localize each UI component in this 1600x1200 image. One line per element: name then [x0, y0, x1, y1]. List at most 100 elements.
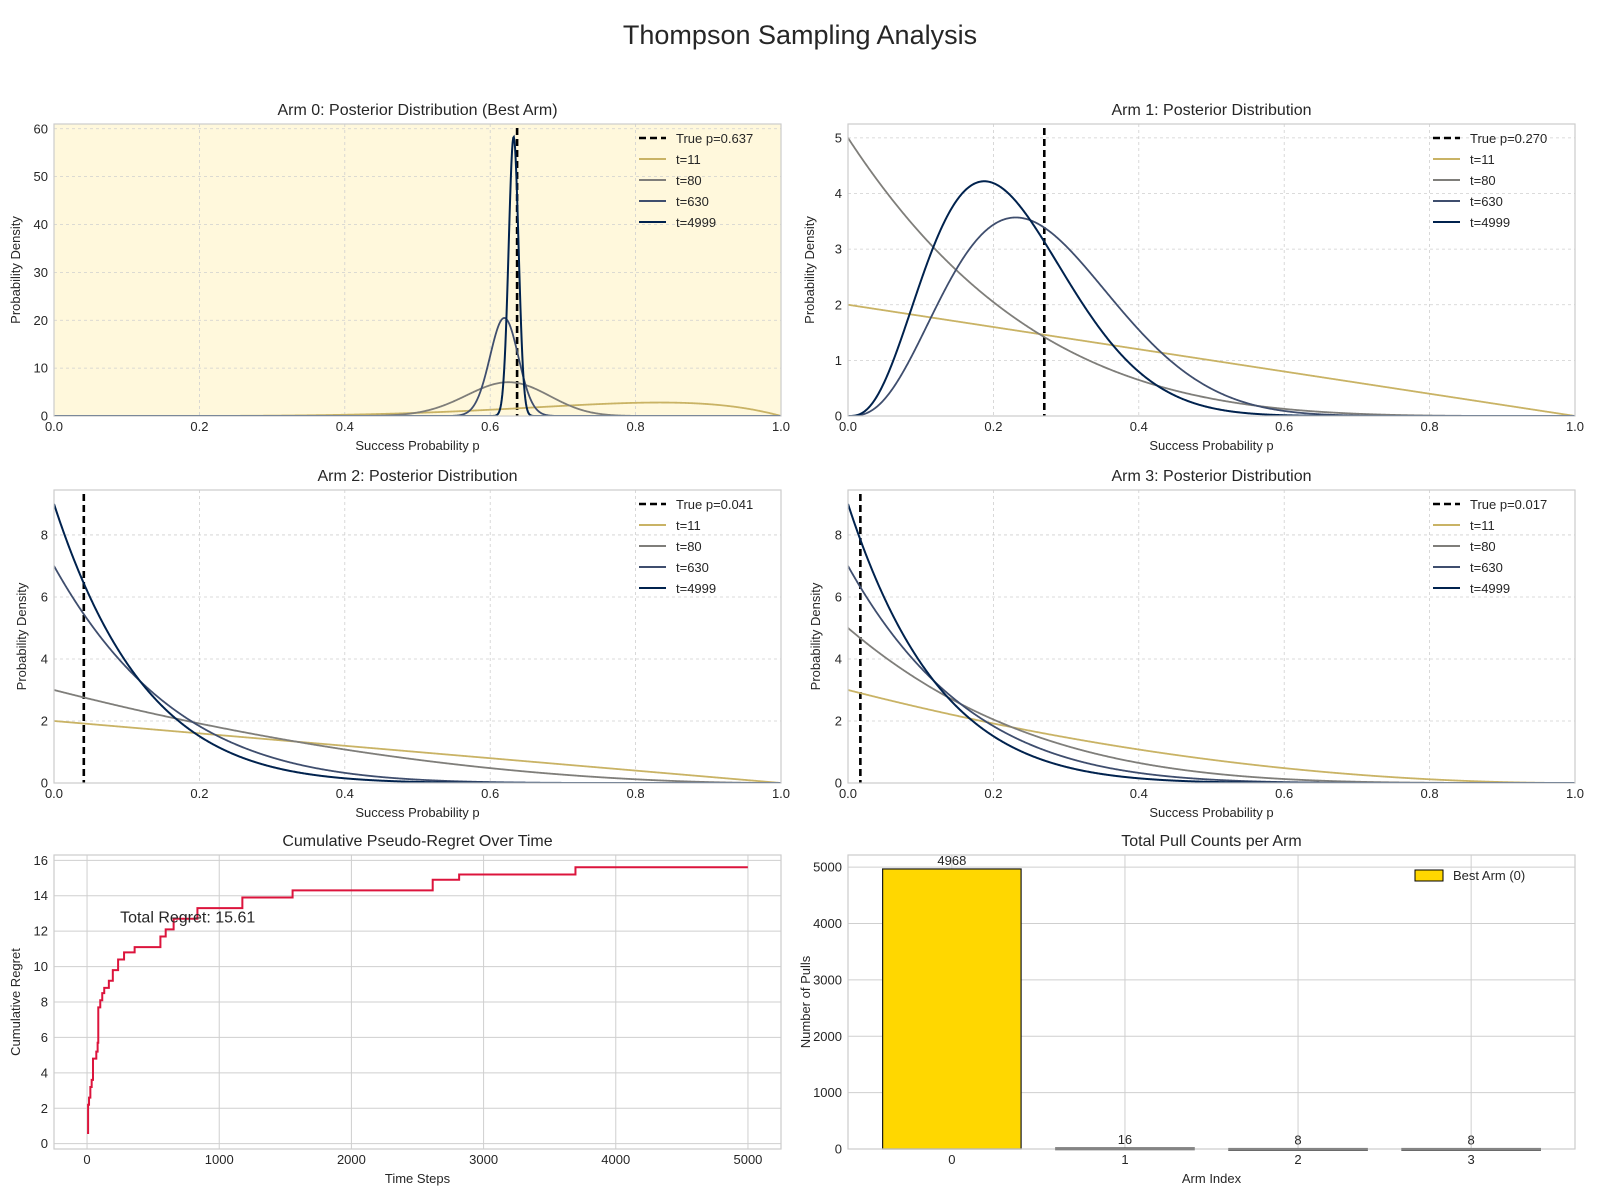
- regret-step-line: [87, 866, 748, 1135]
- legend-label: t=80: [1470, 173, 1496, 188]
- panel-pulls: 0 1000 2000 3000 4000 5000 Total Pull Counts p…: [798, 833, 1576, 1186]
- x-tick-label: 3: [1468, 1152, 1475, 1167]
- x-axis-label: Arm Index: [1182, 1171, 1242, 1186]
- y-tick-label: 60: [34, 121, 48, 136]
- posterior-curve-t11: [54, 720, 781, 783]
- x-tick-label: 0.6: [481, 419, 499, 434]
- plot-area: [54, 124, 781, 416]
- y-tick-label: 8: [41, 995, 48, 1010]
- x-tick-label: 0.8: [627, 786, 645, 801]
- axes-frame: [53, 854, 782, 1150]
- legend-label: t=630: [1470, 194, 1503, 209]
- y-tick-label: 0: [835, 409, 842, 424]
- legend: True p=0.041 t=11 t=80 t=630 t=4999: [639, 497, 753, 596]
- x-tick-label: 1.0: [772, 419, 790, 434]
- legend-label: t=11: [1470, 152, 1495, 167]
- legend-true-p-label: True p=0.270: [1470, 131, 1547, 146]
- posterior-curve-t11: [848, 303, 1575, 416]
- x-axis-label: Success Probability p: [1149, 438, 1273, 453]
- x-tick-label: 0.6: [1275, 786, 1293, 801]
- x-tick-label: 0.4: [1130, 786, 1148, 801]
- legend-true-p-label: True p=0.041: [676, 497, 753, 512]
- x-tick-label: 0.4: [336, 419, 354, 434]
- legend-label: t=4999: [676, 215, 716, 230]
- bar-value-label: 4968: [937, 853, 966, 868]
- x-tick-label: 0.2: [984, 419, 1002, 434]
- panel-arm2: 0.0 0.2 0.4 0.6 0.8 1.0 0 2 4 6 8 Arm 2: Posterior …: [14, 468, 790, 820]
- y-axis-label: Probability Density: [802, 216, 817, 324]
- x-tick-label: 0.8: [1421, 786, 1439, 801]
- x-tick-label: 0.0: [839, 786, 857, 801]
- y-tick-label: 20: [34, 313, 48, 328]
- legend-label: t=4999: [1470, 581, 1510, 596]
- y-axis-label: Cumulative Regret: [8, 948, 23, 1056]
- total-regret-annotation: Total Regret: 15.61: [120, 909, 255, 926]
- x-axis-label: Time Steps: [385, 1171, 451, 1186]
- axes-frame: [847, 854, 1576, 1150]
- panel-arm1: 0.0 0.2 0.4 0.6 0.8 1.0 0 1 2 3 4 5 Arm 1: Posterior…: [802, 102, 1584, 453]
- y-tick-label: 50: [34, 169, 48, 184]
- posterior-curve-t630: [848, 565, 1575, 783]
- bar-value-label: 16: [1118, 1132, 1132, 1147]
- y-tick-label: 8: [41, 527, 48, 542]
- legend-label: t=630: [676, 560, 709, 575]
- panel-title: Arm 2: Posterior Distribution: [317, 468, 517, 485]
- legend-true-p-label: True p=0.017: [1470, 497, 1547, 512]
- panel-arm3: 0.0 0.2 0.4 0.6 0.8 1.0 0 2 4 6 8 Arm 3: Posterior …: [808, 468, 1584, 820]
- y-tick-label: 10: [34, 361, 48, 376]
- y-axis-label: Number of Pulls: [798, 955, 813, 1048]
- y-tick-label: 2: [41, 1101, 48, 1116]
- bar-arm-0: [882, 868, 1022, 1150]
- plot-area: [54, 490, 781, 783]
- posterior-curve-t80: [54, 381, 781, 416]
- x-tick-label: 1000: [205, 1152, 234, 1167]
- x-tick-label: 0.6: [481, 786, 499, 801]
- y-tick-label: 0: [835, 776, 842, 791]
- y-tick-label: 0: [41, 409, 48, 424]
- axes-frame: [847, 489, 1576, 784]
- y-tick-label: 6: [41, 1030, 48, 1045]
- y-axis-label: Probability Density: [14, 582, 29, 690]
- posterior-curve-t630: [848, 216, 1575, 416]
- x-tick-label: 1.0: [1566, 786, 1584, 801]
- y-tick-label: 2000: [813, 1029, 842, 1044]
- y-tick-label: 12: [34, 924, 48, 939]
- x-tick-label: 0.8: [627, 419, 645, 434]
- y-tick-label: 4: [41, 1065, 48, 1080]
- y-tick-label: 4: [41, 651, 48, 666]
- x-tick-label: 2000: [337, 1152, 366, 1167]
- x-tick-label: 0.2: [190, 419, 208, 434]
- legend-label: t=11: [1470, 518, 1495, 533]
- legend-label: t=80: [1470, 539, 1496, 554]
- y-tick-label: 6: [41, 589, 48, 604]
- legend-label: t=80: [676, 539, 702, 554]
- legend-label: t=4999: [676, 581, 716, 596]
- y-tick-label: 0: [41, 1136, 48, 1151]
- x-tick-label: 0: [83, 1152, 90, 1167]
- y-tick-label: 30: [34, 265, 48, 280]
- legend-label: t=11: [676, 152, 701, 167]
- legend: True p=0.270 t=11 t=80 t=630 t=4999: [1433, 131, 1547, 230]
- posterior-curve-t4999: [54, 503, 781, 783]
- y-tick-label: 40: [34, 217, 48, 232]
- posterior-curve-t4999: [848, 503, 1575, 783]
- y-tick-label: 3000: [813, 972, 842, 987]
- panel-title: Cumulative Pseudo-Regret Over Time: [282, 833, 552, 850]
- y-tick-label: 0: [41, 776, 48, 791]
- panel-arm0: 0.0 0.2 0.4 0.6 0.8 1.0 0 10 20 30 40 50 60 Arm 0: Po…: [8, 102, 790, 453]
- x-tick-label: 1: [1121, 1152, 1128, 1167]
- axes-frame: [53, 123, 782, 417]
- legend-best-arm-swatch: [1414, 869, 1444, 882]
- y-tick-label: 10: [34, 959, 48, 974]
- y-tick-label: 5000: [813, 860, 842, 875]
- axes-frame: [53, 489, 782, 784]
- x-tick-label: 1.0: [1566, 419, 1584, 434]
- x-tick-label: 0.0: [45, 786, 63, 801]
- bar-value-label: 8: [1294, 1133, 1301, 1148]
- x-tick-label: 0.0: [839, 419, 857, 434]
- panel-title: Total Pull Counts per Arm: [1121, 833, 1302, 850]
- bar-value-label: 8: [1468, 1133, 1475, 1148]
- y-tick-label: 3: [835, 242, 842, 257]
- y-axis-label: Probability Density: [8, 216, 23, 324]
